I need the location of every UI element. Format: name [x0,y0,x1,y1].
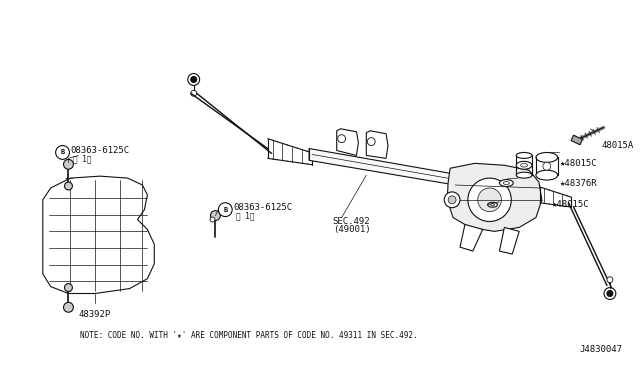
Circle shape [191,77,196,83]
Circle shape [607,291,613,296]
Polygon shape [447,163,542,231]
Ellipse shape [516,153,532,158]
Text: 08363-6125C: 08363-6125C [70,146,129,155]
Circle shape [607,277,613,283]
Text: (49001): (49001) [333,225,371,234]
Polygon shape [337,129,358,155]
Circle shape [210,217,215,222]
Circle shape [468,178,511,221]
Circle shape [444,192,460,208]
Text: NOTE: CODE NO. WITH '★' ARE COMPONENT PARTS OF CODE NO. 49311 IN SEC.492.: NOTE: CODE NO. WITH '★' ARE COMPONENT PA… [80,331,418,340]
Ellipse shape [516,172,532,178]
Ellipse shape [499,180,513,186]
Text: 48392P: 48392P [79,310,111,319]
Text: J4830047: J4830047 [580,345,623,354]
Circle shape [65,182,72,190]
Polygon shape [366,131,388,158]
Circle shape [63,159,74,169]
Bar [571,135,582,145]
Circle shape [338,135,346,142]
Circle shape [65,283,72,292]
Ellipse shape [491,204,495,206]
Text: 〈 1〉: 〈 1〉 [74,154,92,163]
Circle shape [56,145,70,159]
Ellipse shape [516,161,532,169]
Circle shape [211,211,220,221]
Polygon shape [43,176,154,294]
Circle shape [191,90,196,96]
Circle shape [218,203,232,217]
Polygon shape [499,227,519,254]
Ellipse shape [536,170,557,180]
Text: SEC.492: SEC.492 [333,217,371,226]
Circle shape [188,74,200,86]
Polygon shape [460,224,483,251]
Polygon shape [309,148,455,185]
Ellipse shape [488,202,497,207]
Circle shape [448,196,456,204]
Circle shape [477,188,501,212]
Circle shape [604,288,616,299]
Text: ★48015C: ★48015C [559,159,597,168]
Text: 08363-6125C: 08363-6125C [233,203,292,212]
Circle shape [543,162,551,170]
Ellipse shape [536,153,557,162]
Text: ★48376R: ★48376R [559,179,597,187]
Circle shape [367,138,375,145]
Text: ★48015C: ★48015C [552,200,589,209]
Text: B: B [60,150,65,155]
Text: B: B [223,207,227,213]
Circle shape [63,302,74,312]
Text: 48015A: 48015A [601,141,634,150]
Ellipse shape [521,164,527,167]
Text: 〈 1〉: 〈 1〉 [236,211,255,220]
Ellipse shape [504,182,509,185]
